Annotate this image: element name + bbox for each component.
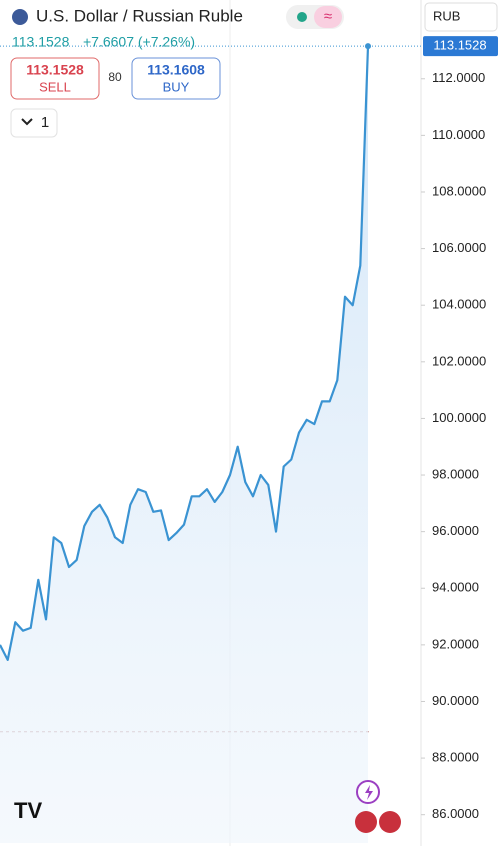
- chevron: [21, 118, 33, 126]
- interval-button[interactable]: [10, 108, 58, 138]
- y-tick-label: 102.0000: [432, 353, 486, 368]
- status-dot: [297, 12, 307, 22]
- y-tick-label: 96.0000: [432, 523, 479, 538]
- approx-icon: [314, 6, 342, 28]
- buy-button[interactable]: [131, 57, 221, 100]
- y-tick-label: 104.0000: [432, 297, 486, 312]
- symbol-title: U.S. Dollar / Russian Ruble: [36, 6, 243, 25]
- sell-button[interactable]: [10, 57, 100, 100]
- sell-label: SELL: [39, 79, 71, 94]
- area: [0, 46, 368, 844]
- price-line: [0, 46, 370, 661]
- y-tick-label: 98.0000: [432, 466, 479, 481]
- currency-button[interactable]: [424, 2, 498, 32]
- flag-icon: [355, 811, 377, 833]
- last-price-label: 113.1528: [433, 38, 486, 53]
- flag-icon: [379, 811, 401, 833]
- currency: RUB: [433, 8, 460, 23]
- header-change: +7.6607 (+7.26%): [83, 34, 195, 50]
- y-tick-label: 90.0000: [432, 693, 479, 708]
- y-tick-label: 106.0000: [432, 240, 486, 255]
- y-tick-label: 108.0000: [432, 183, 486, 198]
- y-tick-label: 86.0000: [432, 806, 479, 821]
- y-tick-label: 100.0000: [432, 410, 486, 425]
- approx-symbol: ≈: [324, 8, 332, 25]
- interval: 1: [41, 114, 49, 131]
- y-tick-label: 110.0000: [432, 127, 485, 142]
- sell-price: 113.1528: [26, 62, 84, 78]
- y-tick-label: 94.0000: [432, 580, 479, 595]
- last-price-tag: [423, 36, 498, 57]
- buy-price: 113.1608: [147, 62, 205, 78]
- header-price: 113.1528: [12, 34, 70, 50]
- y-tick-label: 92.0000: [432, 636, 479, 651]
- lightning: [365, 785, 373, 800]
- tv-logo: TV: [14, 798, 42, 823]
- y-tick-label: 112.0000: [432, 70, 485, 85]
- flag-icon: [12, 9, 28, 25]
- spread: 80: [108, 70, 122, 84]
- y-tick-label: 88.0000: [432, 750, 479, 765]
- buy-label: BUY: [163, 79, 190, 94]
- last-point: [365, 43, 371, 50]
